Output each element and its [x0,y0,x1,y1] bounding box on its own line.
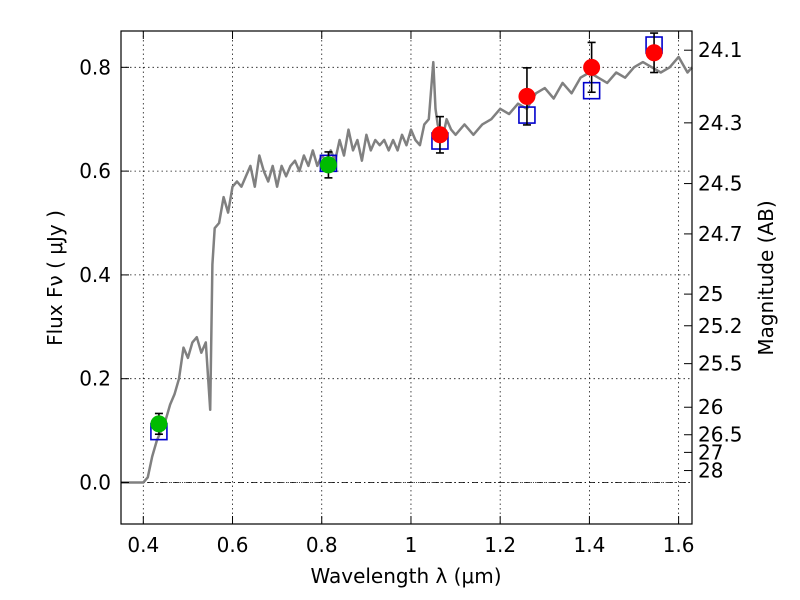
right-tick-label: 24.5 [698,172,743,196]
y-tick-label: 0.6 [79,159,111,183]
x-ticks: 0.4 0.6 0.8 1 1.2 1.4 1.6 [127,31,695,557]
x-tick-label: 0.4 [127,533,159,557]
observed-point-red [645,44,663,62]
right-tick-label: 24.3 [698,111,743,135]
observed-points [150,44,663,433]
right-tick-label: 26 [698,395,723,419]
right-tick-label: 27 [698,440,723,464]
y-ticks: 0.0 0.2 0.4 0.6 0.8 [79,55,129,494]
right-tick-label: 25.2 [698,314,743,338]
error-bars [154,32,659,436]
y-tick-label: 0.0 [79,470,111,494]
y-tick-label: 0.8 [79,55,111,79]
right-tick-label: 28 [698,459,723,483]
x-tick-label: 1.6 [663,533,695,557]
model-spectrum [121,55,693,484]
x-tick-label: 1.2 [484,533,516,557]
observed-point-red [583,58,601,76]
observed-point-red [518,87,536,105]
model-spectrum-line [121,55,693,484]
x-tick-label: 0.8 [306,533,338,557]
right-tick-label: 24.1 [698,38,743,62]
y-tick-label: 0.2 [79,367,111,391]
observed-point-green [150,415,168,433]
right-axis-label: Magnitude (AB) [754,200,778,355]
y-tick-label: 0.4 [79,263,111,287]
x-tick-label: 1 [405,533,418,557]
x-tick-label: 0.6 [217,533,249,557]
y-axis-label: Flux Fν ( μJy ) [43,210,67,346]
x-axis-label: Wavelength λ (μm) [310,564,501,588]
observed-point-green [319,156,337,174]
right-tick-label: 24.7 [698,222,743,246]
right-tick-label: 25.5 [698,352,743,376]
observed-point-red [431,126,449,144]
grid-lines [121,31,692,524]
right-tick-label: 25 [698,282,723,306]
plot-frame [120,30,693,525]
x-tick-label: 1.4 [573,533,605,557]
model-band-squares [150,36,663,441]
right-tick-label: 26.5 [698,423,743,447]
